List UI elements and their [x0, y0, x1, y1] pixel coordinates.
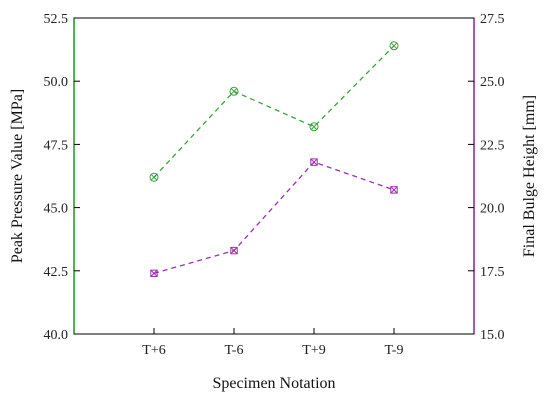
x-ticks: T+6 T-6 T+9 T-9	[142, 328, 403, 358]
right-tick-label: 27.5	[480, 12, 505, 27]
x-tick-label: T+9	[302, 343, 325, 358]
x-tick-label: T+6	[142, 343, 165, 358]
series-layer	[149, 41, 399, 278]
left-tick-label: 45.0	[44, 202, 69, 217]
right-tick-label: 20.0	[480, 202, 505, 217]
x-tick-label: T-6	[225, 343, 244, 358]
series-1-line	[153, 45, 395, 178]
left-y-ticks: 40.0 42.5 45.0 47.5 50.0 52.5	[44, 12, 80, 343]
right-tick-label: 17.5	[480, 265, 505, 280]
left-y-axis-title: Peak Pressure Value [MPa]	[9, 89, 26, 263]
series-1-point	[389, 41, 399, 51]
series-2-point	[150, 269, 158, 278]
series-2-point	[230, 246, 238, 255]
series-1-point	[309, 122, 319, 132]
left-tick-label: 40.0	[44, 328, 69, 343]
plot-frame	[73, 17, 475, 335]
series-2-point	[310, 158, 318, 166]
series-2-line	[153, 161, 395, 274]
right-tick-label: 25.0	[480, 75, 505, 90]
series-2-point	[390, 186, 398, 194]
right-y-ticks: 15.0 17.5 20.0 22.5 25.0 27.5	[468, 12, 505, 343]
right-y-axis-title: Final Bulge Height [mm]	[521, 95, 538, 257]
left-tick-label: 47.5	[44, 138, 69, 153]
x-axis-title: Specimen Notation	[212, 375, 335, 392]
left-tick-label: 52.5	[44, 12, 69, 27]
left-tick-label: 42.5	[44, 265, 69, 280]
x-tick-label: T-9	[385, 343, 404, 358]
right-tick-label: 15.0	[480, 328, 505, 343]
right-tick-label: 22.5	[480, 138, 505, 153]
series-1-point	[229, 86, 239, 96]
left-tick-label: 50.0	[44, 75, 69, 90]
series-1-point	[149, 172, 159, 182]
